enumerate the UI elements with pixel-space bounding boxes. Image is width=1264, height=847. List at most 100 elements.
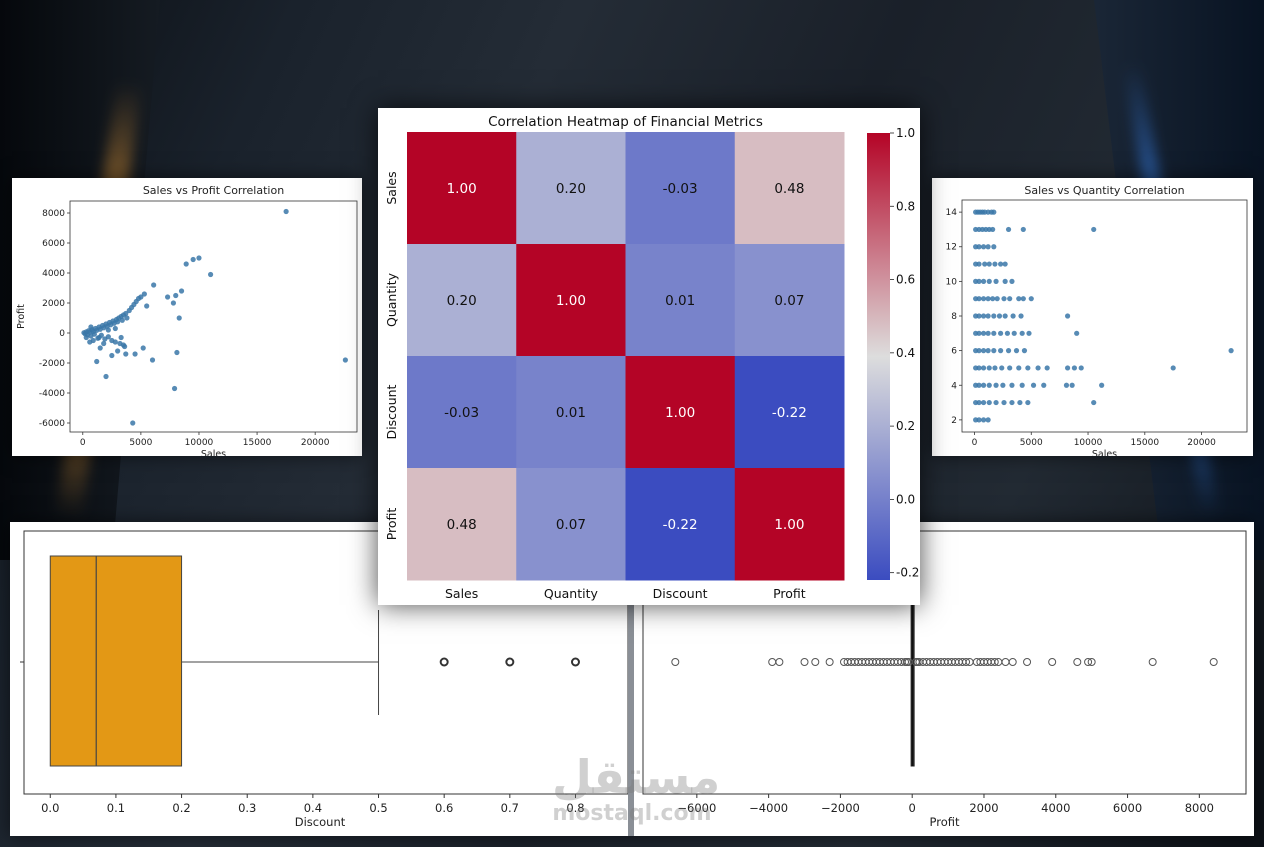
heatmap-cell-label: 0.48: [774, 181, 804, 197]
sales-quantity-point: [1064, 365, 1071, 371]
sales-profit-point: [103, 373, 109, 380]
sales-quantity-point: [976, 313, 982, 319]
sales-quantity-point: [1091, 226, 1097, 233]
sales-quantity-x-axis-label: Sales: [1092, 449, 1117, 456]
sales-quantity-point: [1044, 365, 1050, 371]
sales-quantity-point: [1071, 365, 1078, 371]
sales-profit-point: [171, 385, 178, 392]
boxplot-card: 0.0 0.1 0.2 0.3 0.4 0.5 0.6 0.7 0.8 Discount −6000…: [10, 522, 1254, 836]
profit-outlier: [1073, 658, 1082, 666]
profit-outlier: [1087, 658, 1096, 666]
sales-quantity-point: [1016, 296, 1022, 302]
sales-quantity-point: [1007, 296, 1013, 302]
sales-profit-chart: Sales vs Profit Correlation 0 5000 10000 150…: [16, 184, 358, 460]
heatmap-x-label: Discount: [653, 586, 708, 601]
sales-quantity-point: [998, 330, 1004, 336]
heatmap-cell: [625, 244, 736, 357]
profit-outlier: [775, 658, 784, 666]
heatmap-y-label: Quantity: [384, 272, 399, 327]
sales-profit-point: [105, 334, 111, 340]
sales-quantity-point: [976, 244, 982, 250]
sales-profit-point: [112, 325, 118, 332]
heatmap-cell-label: 0.20: [447, 293, 477, 309]
heatmap-cell-label: 0.01: [665, 293, 695, 309]
sales-quantity-point: [1041, 382, 1047, 388]
sales-profit-point: [132, 351, 138, 357]
profit-outlier: [825, 658, 834, 666]
sales-profit-point: [115, 348, 121, 354]
sales-quantity-point: [1063, 382, 1070, 388]
sales-quantity-y-tick-label: 6: [951, 347, 957, 357]
sales-profit-point: [96, 334, 102, 341]
heatmap-y-label: Profit: [384, 508, 399, 541]
colorbar-tick-label: 0.2: [896, 419, 915, 433]
sales-quantity-point: [993, 278, 999, 284]
heatmap-y-label: Sales: [384, 171, 399, 204]
profit-x-tick-label: 4000: [1041, 801, 1070, 815]
sales-profit-point: [176, 315, 182, 321]
heatmap-cell: [734, 468, 845, 581]
heatmap-cell-label: 1.00: [447, 181, 477, 197]
sales-quantity-point: [1007, 365, 1013, 371]
sales-profit-x-tick-label: 15000: [243, 438, 272, 448]
sales-quantity-point: [991, 313, 997, 319]
discount-x-tick-label: 0.1: [107, 801, 125, 815]
profit-x-tick-label: 2000: [969, 801, 998, 815]
sales-profit-y-tick-label: 0: [59, 329, 65, 339]
sales-quantity-point: [1017, 399, 1023, 406]
sales-quantity-point: [1016, 365, 1022, 371]
sales-quantity-point: [998, 348, 1004, 354]
colorbar: [867, 133, 890, 580]
heatmap-cell-label: -0.22: [663, 517, 698, 533]
heatmap-cell-label: -0.03: [663, 181, 698, 197]
sales-quantity-point: [990, 226, 996, 233]
sales-quantity-point: [976, 261, 982, 267]
heatmap-cell-label: 1.00: [774, 517, 804, 533]
heatmap-x-label: Quantity: [544, 586, 599, 601]
discount-x-tick-label: 0.5: [369, 801, 387, 815]
sales-quantity-point: [1020, 226, 1026, 233]
sales-profit-point: [109, 352, 115, 359]
profit-outlier: [671, 658, 680, 666]
sales-quantity-point: [1018, 313, 1024, 319]
profit-outlier: [990, 658, 999, 666]
heatmap-cell: [734, 244, 845, 357]
sales-quantity-point: [1028, 296, 1034, 302]
colorbar-tick-label: 0.0: [896, 492, 915, 506]
profit-outlier: [1048, 658, 1057, 666]
heatmap-x-label: Sales: [445, 586, 478, 601]
sales-quantity-point: [1010, 313, 1016, 319]
sales-quantity-point: [1078, 365, 1084, 371]
sales-quantity-point: [990, 296, 996, 302]
sales-profit-title: Sales vs Profit Correlation: [143, 184, 284, 197]
sales-profit-point: [165, 294, 171, 300]
heatmap-cell-label: 0.20: [556, 181, 586, 197]
sales-profit-point: [88, 324, 94, 330]
sales-quantity-x-tick-label: 10000: [1074, 438, 1103, 448]
sales-quantity-point: [985, 296, 991, 302]
heatmap-cell-label: 0.07: [774, 293, 804, 309]
sales-profit-point: [138, 294, 144, 300]
sales-profit-point: [140, 345, 146, 351]
profit-x-tick-label: 8000: [1185, 801, 1214, 815]
colorbar-tick-label: 0.8: [896, 199, 915, 213]
sales-quantity-point: [1001, 296, 1007, 302]
sales-quantity-point: [1009, 278, 1015, 284]
discount-outlier: [570, 657, 580, 667]
sales-quantity-point: [1030, 382, 1037, 388]
profit-outlier: [800, 658, 809, 666]
sales-profit-card: Sales vs Profit Correlation 0 5000 10000 150…: [12, 178, 362, 460]
heatmap-cell-label: 0.48: [447, 517, 477, 533]
sales-profit-y-axis-label: Profit: [16, 304, 27, 329]
profit-x-tick-label: −6000: [677, 801, 716, 815]
sales-profit-point: [183, 261, 189, 267]
sales-quantity-point: [1000, 382, 1006, 388]
sales-quantity-point: [1005, 348, 1012, 354]
discount-x-tick-label: 0.8: [566, 801, 584, 815]
heatmap-card: Correlation Heatmap of Financial Metrics…: [378, 108, 920, 605]
sales-quantity-point: [1021, 348, 1028, 354]
sales-profit-y-tick-label: -6000: [39, 419, 65, 429]
sales-profit-point: [101, 340, 107, 347]
sales-quantity-point: [991, 330, 997, 336]
colorbar-tick-label: 0.4: [896, 346, 915, 360]
